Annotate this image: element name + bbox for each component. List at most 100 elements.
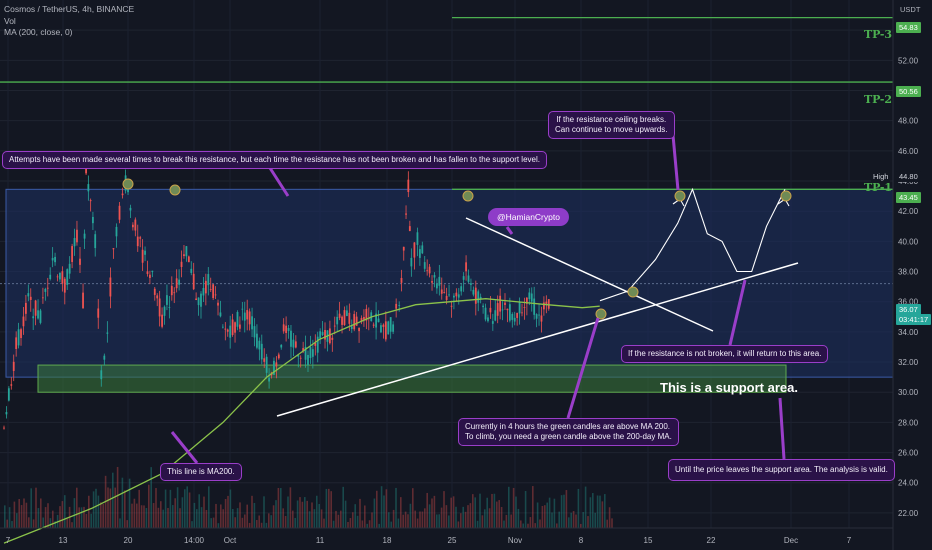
candle-body <box>221 326 224 328</box>
volume-bar <box>83 506 85 528</box>
volume-bar <box>416 518 419 528</box>
volume-bar <box>59 506 61 528</box>
volume-bar <box>208 486 210 528</box>
candle-body <box>73 238 76 247</box>
volume-bar <box>169 489 172 528</box>
candle-body <box>440 289 443 294</box>
volume-bar <box>47 503 49 528</box>
volume-bar <box>52 510 54 528</box>
candle-body <box>400 277 403 283</box>
volume-bar <box>587 516 589 528</box>
volume-bar <box>8 507 11 528</box>
volume-bar <box>517 508 520 528</box>
high-label: High <box>871 171 891 182</box>
candle-body <box>197 297 200 306</box>
ma-label[interactable]: MA (200, close, 0) <box>4 27 73 37</box>
candle-body <box>22 316 25 327</box>
candle-body <box>416 232 419 245</box>
candle-body <box>212 284 215 298</box>
candle-body <box>543 302 545 310</box>
volume-bar <box>174 498 176 528</box>
candle-body <box>265 356 268 373</box>
tp2-price-badge: 50.56 <box>896 86 921 97</box>
candle-body <box>523 307 526 309</box>
volume-bar <box>90 513 92 528</box>
volume-bar <box>539 519 541 528</box>
volume-bar <box>292 510 294 528</box>
candle-body <box>37 310 39 319</box>
volume-bar <box>198 494 200 528</box>
volume-bar <box>282 508 284 528</box>
candle-body <box>251 316 253 330</box>
volume-bar <box>498 500 500 528</box>
candle-body <box>141 249 144 263</box>
candle-body <box>226 329 229 332</box>
candle-body <box>100 370 103 380</box>
volume-label[interactable]: Vol <box>4 15 16 26</box>
volume-bar <box>361 520 364 528</box>
volume-bar <box>414 510 416 528</box>
volume-bar <box>565 490 568 528</box>
candle-body <box>277 354 280 359</box>
candle-body <box>285 325 288 334</box>
candle-body <box>423 262 426 269</box>
candle-body <box>180 261 183 268</box>
candle-body <box>32 316 35 319</box>
volume-bar <box>455 506 457 528</box>
candle-body <box>89 200 92 202</box>
candle-body <box>467 275 470 282</box>
tp1-price-badge: 43.45 <box>896 192 921 203</box>
candle-body <box>229 325 232 338</box>
volume-bar <box>397 518 400 528</box>
candle-body <box>85 167 87 174</box>
ma-line-note: This line is MA200. <box>160 463 242 481</box>
volume-bar <box>527 523 529 528</box>
volume-bar <box>119 518 121 528</box>
y-tick-label: 34.00 <box>898 328 919 337</box>
candle-body <box>324 330 326 340</box>
volume-bar <box>248 522 251 528</box>
candle-body <box>187 256 190 263</box>
symbol-title[interactable]: Cosmos / TetherUS, 4h, BINANCE <box>4 4 135 14</box>
candle-body <box>382 324 385 327</box>
candle-body <box>513 317 516 322</box>
volume-bar <box>263 496 265 528</box>
volume-bar <box>448 515 450 528</box>
volume-bar <box>100 502 102 528</box>
volume-bar <box>594 512 596 528</box>
ceiling-note-line1: If the resistance ceiling breaks. <box>556 115 667 124</box>
candle-body <box>183 254 185 257</box>
volume-bar <box>335 510 337 528</box>
x-tick-label: 15 <box>644 536 653 545</box>
volume-bar <box>575 514 577 528</box>
volume-bar <box>486 497 488 528</box>
volume-bar <box>270 515 272 528</box>
candle-body <box>256 333 258 348</box>
volume-bar <box>126 520 128 528</box>
candle-body <box>97 308 100 318</box>
candle-body <box>175 278 178 289</box>
candle-body <box>192 273 195 290</box>
volume-bar <box>512 487 515 528</box>
volume-bar <box>287 496 289 528</box>
volume-bar <box>392 509 395 528</box>
volume-bar <box>176 487 179 528</box>
candle-body <box>241 308 244 310</box>
y-tick-label: 22.00 <box>898 509 919 518</box>
candle-body <box>236 312 239 327</box>
volume-bar <box>592 493 594 528</box>
volume-bar <box>412 488 414 528</box>
candle-body <box>103 355 106 360</box>
volume-bar <box>359 498 361 528</box>
green-candles-note: Currently in 4 hours the green candles a… <box>458 418 679 446</box>
volume-bar <box>186 486 188 528</box>
candle-body <box>234 322 236 333</box>
candle-body <box>297 355 300 357</box>
candle-body <box>496 303 499 316</box>
volume-bar <box>604 494 606 528</box>
candle-body <box>231 319 234 335</box>
volume-bar <box>220 504 222 528</box>
candle-body <box>365 308 368 321</box>
green-note-line2: To climb, you need a green candle above … <box>465 432 672 441</box>
